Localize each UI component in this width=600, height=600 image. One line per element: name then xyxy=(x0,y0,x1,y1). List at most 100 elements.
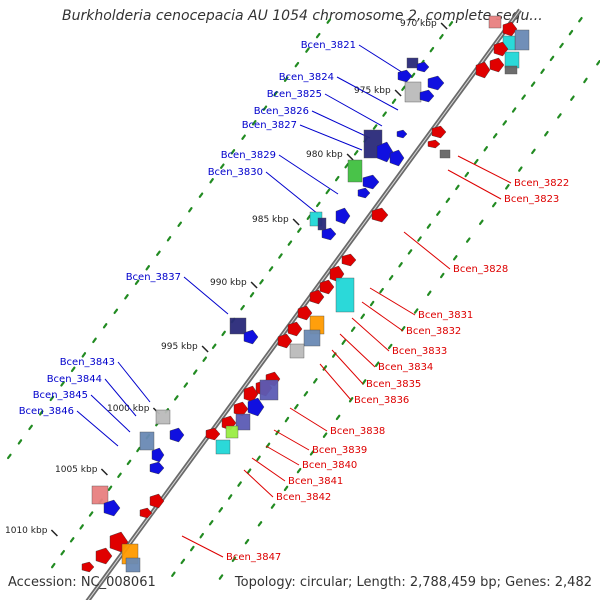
gene-label: Bcen_3827 xyxy=(242,120,297,131)
gene-block xyxy=(514,29,530,51)
tick-dot xyxy=(401,85,406,92)
tick-dot xyxy=(171,571,176,578)
tick-dot xyxy=(28,424,33,431)
leader-line xyxy=(183,276,229,315)
gene-label: Bcen_3845 xyxy=(33,390,88,401)
leader-line xyxy=(104,378,137,417)
tick-dot xyxy=(464,171,470,178)
tick-dot xyxy=(180,558,186,565)
tick-dot xyxy=(38,410,44,416)
tick-dot xyxy=(382,111,387,117)
gene-block xyxy=(235,413,251,431)
tick-dot xyxy=(278,253,283,259)
gene-label: Bcen_3831 xyxy=(418,310,473,321)
gene-label: Bcen_3844 xyxy=(47,374,102,385)
tick-dot xyxy=(218,574,224,580)
gene-block xyxy=(347,159,363,183)
leader-line xyxy=(251,457,286,482)
gene-arrow xyxy=(247,397,265,417)
tick-dot xyxy=(240,304,245,311)
gene-arrow xyxy=(243,329,259,345)
tick-dot xyxy=(326,18,332,24)
gene-block xyxy=(125,557,141,573)
gene-arrow xyxy=(321,227,337,241)
tick-dot xyxy=(256,455,261,461)
tick-dot xyxy=(273,90,278,97)
scale-label: 990 kbp xyxy=(210,278,247,288)
tick-dot xyxy=(400,326,406,332)
tick-dot xyxy=(557,113,562,119)
gene-label: Bcen_3826 xyxy=(254,106,309,117)
tick-dot xyxy=(568,29,574,36)
tick-dot xyxy=(398,262,403,268)
tick-dot xyxy=(270,503,276,509)
gene-label: Bcen_3825 xyxy=(267,89,322,100)
tick-dot xyxy=(257,521,263,527)
tick-dot xyxy=(220,163,225,169)
leader-line xyxy=(181,535,224,558)
scale-label: 1005 kbp xyxy=(55,465,98,475)
leader-line xyxy=(265,171,319,215)
tick-dot xyxy=(296,467,302,474)
gene-block xyxy=(139,431,155,451)
gene-label: Bcen_3839 xyxy=(312,445,367,456)
gene-label: Bcen_3840 xyxy=(302,460,357,471)
tick-dot xyxy=(309,450,315,456)
tick-dot xyxy=(417,236,422,242)
gene-block xyxy=(439,149,451,159)
tick-dot xyxy=(448,21,454,27)
tick-dot xyxy=(549,55,555,62)
tick-dot xyxy=(413,308,419,314)
gene-arrow xyxy=(297,305,313,321)
tick-dot xyxy=(353,150,359,156)
gene-block xyxy=(155,409,171,425)
tick-dot xyxy=(530,81,536,87)
tick-dot xyxy=(231,556,237,563)
leader-line xyxy=(319,363,352,401)
gene-labels: Bcen_3821 Bcen_3824 Bcen_3825 Bcen_3826 Bcen… xyxy=(19,40,570,563)
gene-label: Bcen_3835 xyxy=(366,379,421,390)
tick-dot xyxy=(429,46,435,53)
gene-arrow xyxy=(431,125,447,139)
tick-dot xyxy=(221,330,226,337)
gene-arrow xyxy=(335,207,351,225)
leader-line xyxy=(243,469,274,498)
tick-dot xyxy=(145,265,150,271)
gene-block xyxy=(504,51,520,69)
tick-dot xyxy=(466,237,471,243)
tick-dot xyxy=(391,98,397,104)
leader-line xyxy=(336,76,399,111)
gene-label: Bcen_3830 xyxy=(208,167,263,178)
tick-dot xyxy=(190,545,195,552)
tick-dot xyxy=(511,107,517,113)
tick-dot xyxy=(92,337,97,344)
gene-arrow xyxy=(397,69,413,83)
gene-arrow xyxy=(489,57,505,73)
gene-arrow xyxy=(149,493,165,509)
gene-arrow xyxy=(139,507,153,519)
tick-dot xyxy=(492,201,497,208)
tick-dot xyxy=(283,485,289,492)
gene-block xyxy=(229,317,247,335)
tick-dot xyxy=(315,32,321,39)
tick-dot xyxy=(583,77,588,84)
leader-line xyxy=(403,231,451,270)
tick-dot xyxy=(297,227,302,233)
gene-label: Bcen_3828 xyxy=(453,264,508,275)
gene-label: Bcen_3843 xyxy=(60,357,115,368)
tick-dot xyxy=(237,481,242,487)
tick-dot xyxy=(79,524,84,530)
scale-label: 1000 kbp xyxy=(107,404,150,414)
gene-arrow xyxy=(103,499,121,517)
gene-arrow xyxy=(416,61,430,73)
gene-arrow xyxy=(389,149,405,167)
tick-dot xyxy=(335,175,340,182)
tick-dot xyxy=(230,149,236,155)
scale-label: 975 kbp xyxy=(354,86,391,96)
tick-dot xyxy=(492,133,498,139)
leader-line xyxy=(299,124,363,151)
gene-label: Bcen_3829 xyxy=(221,150,276,161)
tick-dot xyxy=(156,250,161,256)
tick-dot xyxy=(102,323,108,329)
gene-block xyxy=(406,57,419,69)
